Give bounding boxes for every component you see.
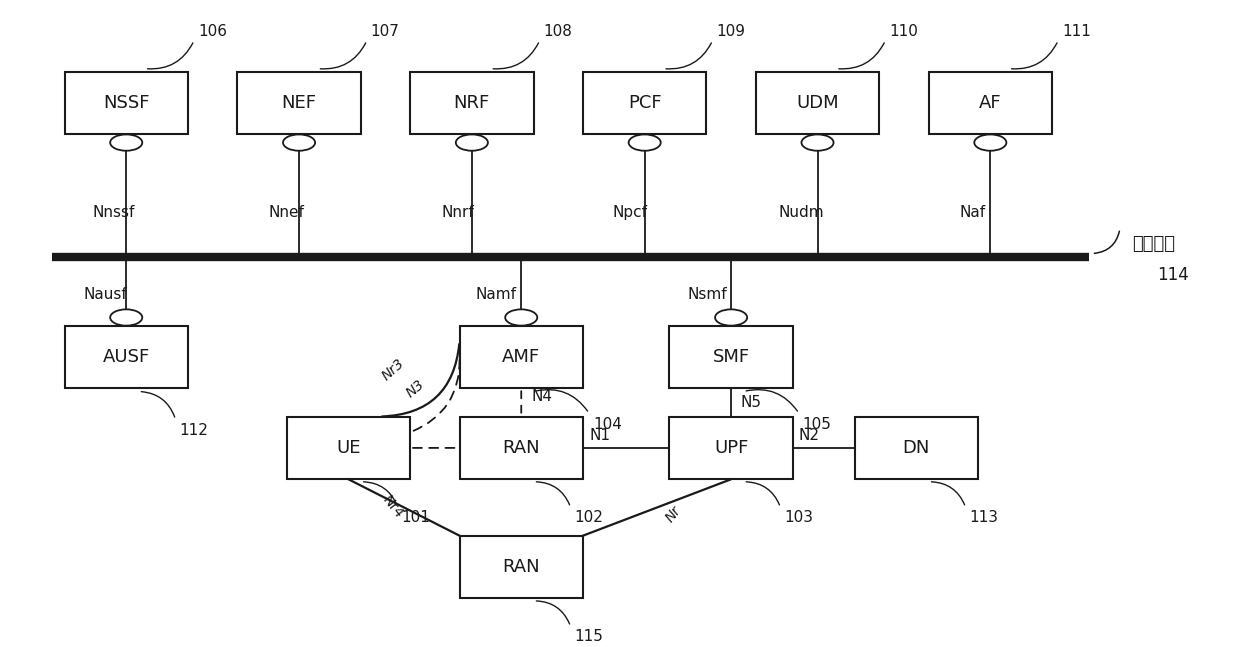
FancyBboxPatch shape (670, 325, 792, 388)
Text: 105: 105 (802, 417, 832, 432)
Text: Nausf: Nausf (83, 287, 126, 302)
FancyArrowPatch shape (382, 344, 459, 417)
Text: 通信总线: 通信总线 (1132, 235, 1176, 253)
Text: AMF: AMF (502, 348, 541, 366)
FancyBboxPatch shape (237, 72, 361, 135)
FancyBboxPatch shape (756, 72, 879, 135)
Text: 114: 114 (1157, 267, 1189, 285)
Text: NEF: NEF (281, 94, 316, 112)
Text: N4: N4 (531, 389, 552, 404)
Text: Npcf: Npcf (613, 205, 647, 221)
Text: DN: DN (903, 439, 930, 457)
Text: 108: 108 (543, 23, 573, 39)
Text: 111: 111 (1061, 23, 1091, 39)
FancyArrowPatch shape (413, 360, 460, 431)
Text: Nr3: Nr3 (379, 356, 407, 383)
FancyBboxPatch shape (854, 417, 978, 479)
Text: 115: 115 (574, 629, 603, 644)
Text: AUSF: AUSF (103, 348, 150, 366)
Text: SMF: SMF (713, 348, 750, 366)
Text: NSSF: NSSF (103, 94, 150, 112)
Text: N3: N3 (404, 377, 428, 400)
FancyBboxPatch shape (670, 417, 792, 479)
Text: Nsmf: Nsmf (688, 287, 728, 302)
Text: RAN: RAN (502, 558, 541, 576)
Text: N2: N2 (799, 428, 820, 443)
FancyBboxPatch shape (64, 325, 188, 388)
Text: 101: 101 (402, 510, 430, 525)
FancyBboxPatch shape (929, 72, 1052, 135)
Text: Nnrf: Nnrf (441, 205, 474, 221)
Text: 113: 113 (970, 510, 998, 525)
Text: 107: 107 (371, 23, 399, 39)
FancyBboxPatch shape (460, 325, 583, 388)
Text: UE: UE (336, 439, 361, 457)
Text: 103: 103 (784, 510, 813, 525)
Text: NRF: NRF (454, 94, 490, 112)
Text: Namf: Namf (476, 287, 517, 302)
Text: 102: 102 (574, 510, 603, 525)
Text: N1: N1 (589, 428, 610, 443)
Text: 104: 104 (593, 417, 621, 432)
Text: 109: 109 (717, 23, 745, 39)
Text: 106: 106 (198, 23, 227, 39)
Text: UDM: UDM (796, 94, 838, 112)
FancyBboxPatch shape (64, 72, 188, 135)
Text: AF: AF (980, 94, 1002, 112)
FancyBboxPatch shape (286, 417, 410, 479)
FancyBboxPatch shape (460, 417, 583, 479)
Text: UPF: UPF (714, 439, 748, 457)
Text: Naf: Naf (960, 205, 986, 221)
Text: 112: 112 (180, 423, 208, 438)
Text: Nr4: Nr4 (379, 494, 405, 521)
Text: Nnef: Nnef (268, 205, 304, 221)
Text: N5: N5 (742, 395, 761, 410)
Text: RAN: RAN (502, 439, 541, 457)
Text: Nudm: Nudm (777, 205, 823, 221)
Text: 110: 110 (889, 23, 918, 39)
Text: PCF: PCF (627, 94, 661, 112)
FancyBboxPatch shape (583, 72, 707, 135)
Text: Nnssf: Nnssf (93, 205, 135, 221)
FancyBboxPatch shape (410, 72, 533, 135)
FancyBboxPatch shape (460, 536, 583, 598)
Text: Nr: Nr (663, 503, 684, 525)
